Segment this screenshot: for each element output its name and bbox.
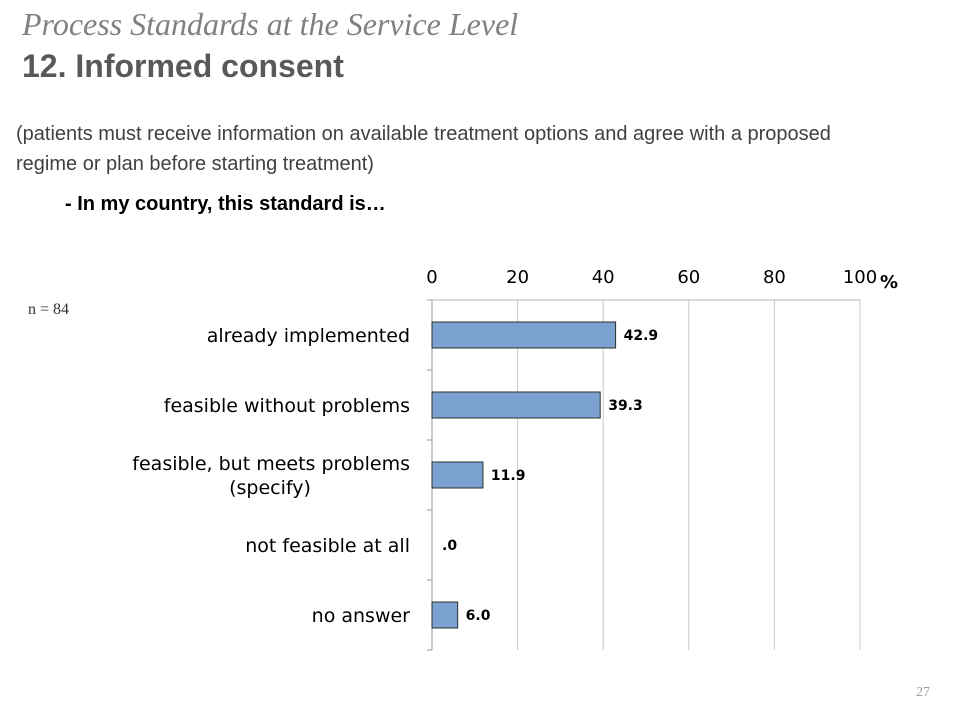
data-label: 11.9: [491, 468, 526, 484]
section-title: Process Standards at the Service Level: [22, 6, 519, 42]
category-label-multiline: (specify): [229, 477, 311, 499]
x-tick-label: 100: [843, 267, 877, 288]
category-label: feasible without problems: [164, 395, 410, 417]
category-label: no answer: [312, 605, 411, 627]
bar: [431, 601, 459, 629]
x-tick-label: 20: [506, 267, 529, 288]
sample-size-label: n = 84: [28, 301, 70, 318]
category-label: already implemented: [207, 325, 410, 347]
x-tick-label: 40: [592, 267, 615, 288]
data-label: 6.0: [466, 608, 491, 624]
survey-question: - In my country, this standard is…: [65, 193, 386, 215]
bar: [431, 321, 617, 349]
x-tick-label: 0: [426, 267, 437, 288]
x-tick-label: 60: [677, 267, 700, 288]
bar: [431, 461, 484, 489]
category-label: not feasible at all: [245, 535, 410, 557]
data-label: 42.9: [624, 328, 659, 344]
standard-description: (patients must receive information on av…: [16, 123, 831, 175]
standard-title: 12. Informed consent: [22, 48, 344, 84]
page-number: 27: [916, 685, 930, 700]
x-tick-label: 80: [763, 267, 786, 288]
category-label-multiline: feasible, but meets problems: [132, 453, 410, 475]
unit-label: %: [880, 272, 898, 293]
bar: [431, 391, 601, 419]
data-label: 39.3: [608, 398, 643, 414]
data-label: .0: [442, 538, 457, 554]
